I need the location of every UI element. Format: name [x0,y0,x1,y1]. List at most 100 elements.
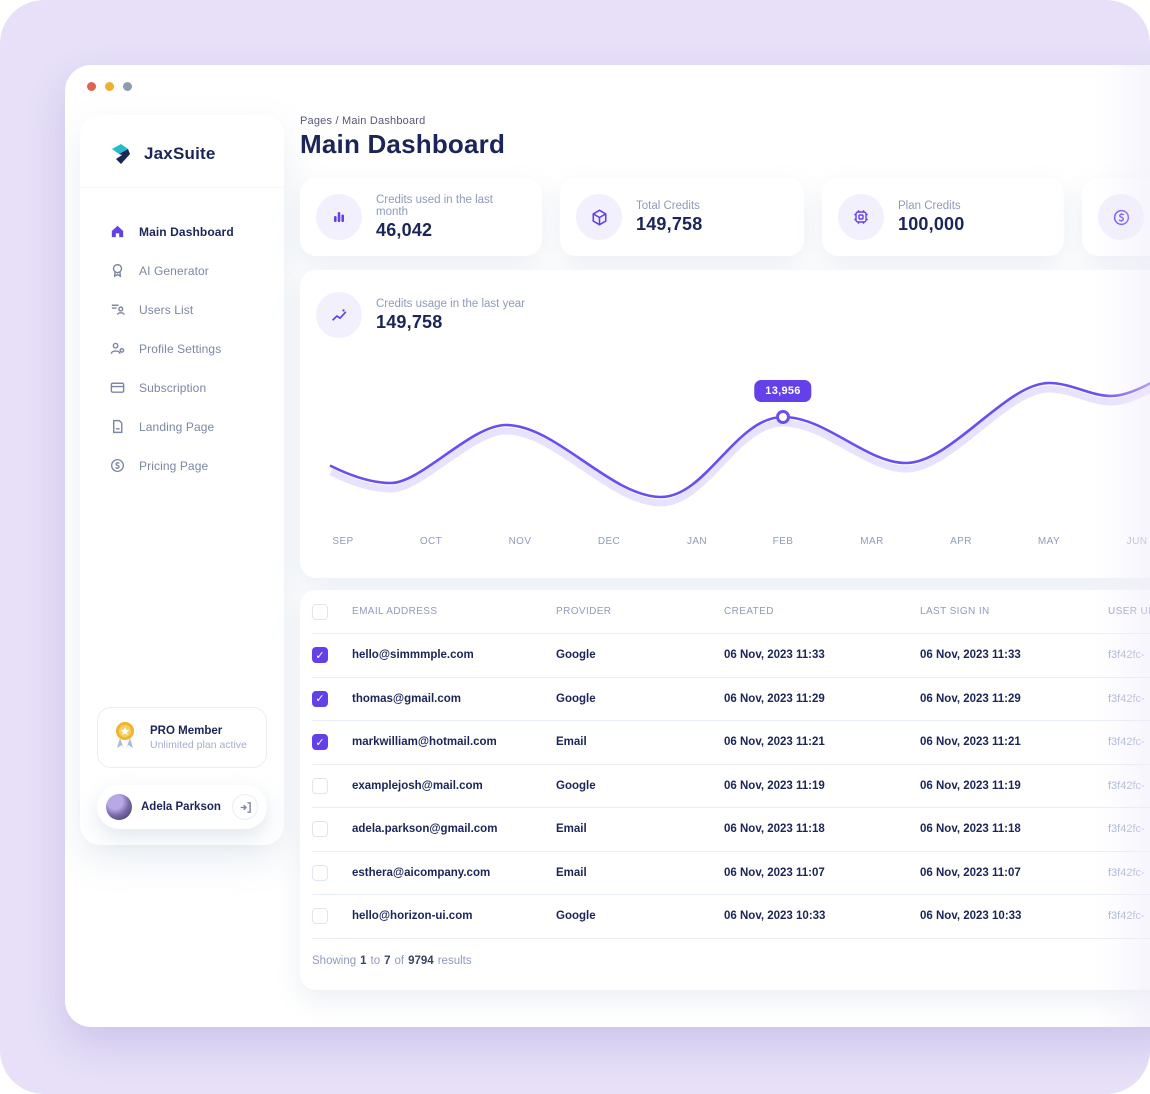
row-checkbox[interactable] [312,864,328,881]
sidebar-item-main-dashboard[interactable]: Main Dashboard [108,212,284,251]
cube-icon [576,194,622,240]
column-header-email[interactable]: EMAIL ADDRESS [352,606,438,617]
logout-button[interactable] [232,794,258,820]
sidebar-item-users-list[interactable]: Users List [108,290,284,329]
sidebar-nav: Main Dashboard AI Generator Users List [80,188,284,485]
cell-last-sign-in: 06 Nov, 2023 11:18 [920,823,1021,836]
x-tick: NOV [508,536,532,547]
cell-last-sign-in: 06 Nov, 2023 11:33 [920,649,1021,662]
cell-email: hello@simmmple.com [352,649,474,662]
select-all-checkbox[interactable] [312,603,328,620]
table-row[interactable]: ✓ hello@simmmple.com Google 06 Nov, 2023… [312,634,1150,678]
cell-email: adela.parkson@gmail.com [352,823,498,836]
sidebar-item-label: Main Dashboard [139,224,234,239]
column-header-provider[interactable]: PROVIDER [556,606,612,617]
stat-label: Plan Credits [898,199,961,212]
table-row[interactable]: esthera@aicompany.com Email 06 Nov, 2023… [312,852,1150,895]
window-maximize-icon[interactable] [123,82,132,91]
column-header-user-uid[interactable]: USER UID [1108,606,1150,617]
users-list-icon [108,301,126,319]
line-chart[interactable]: 13,956 [316,340,1150,530]
row-checkbox[interactable] [312,821,328,838]
sidebar-item-subscription[interactable]: Subscription [108,368,284,407]
cell-provider: Google [556,692,596,705]
jaxsuite-logo-icon [108,141,134,167]
cell-user-uid: f3f42fc- [1108,866,1145,879]
x-axis-labels: SEP OCT NOV DEC JAN FEB MAR APR MAY JUN [316,532,1150,554]
row-checkbox[interactable]: ✓ [312,734,328,751]
cell-last-sign-in: 06 Nov, 2023 11:21 [920,736,1021,749]
cell-email: thomas@gmail.com [352,692,461,705]
window-minimize-icon[interactable] [105,82,114,91]
cell-provider: Google [556,779,596,792]
app-title: JaxSuite [144,144,216,163]
sidebar-item-profile-settings[interactable]: Profile Settings [108,329,284,368]
cell-provider: Email [556,866,587,879]
stat-value: 46,042 [376,219,433,240]
sidebar-item-pricing-page[interactable]: Pricing Page [108,446,284,485]
pro-member-text: PRO Member Unlimited plan active [150,725,247,751]
x-tick: JUN [1126,536,1148,547]
user-menu[interactable]: Adela Parkson [97,785,267,829]
stat-card-credits-used: Credits used in the last month 46,042 [300,178,542,256]
table-row[interactable]: adela.parkson@gmail.com Email 06 Nov, 20… [312,808,1150,852]
cell-provider: Google [556,910,596,923]
x-tick: MAR [860,536,884,547]
profile-gear-icon [108,340,126,358]
row-checkbox[interactable]: ✓ [312,690,328,707]
cell-last-sign-in: 06 Nov, 2023 11:19 [920,779,1021,792]
cell-email: hello@horizon-ui.com [352,910,473,923]
summary-text: to [370,954,381,967]
cell-user-uid: f3f42fc- [1108,779,1145,792]
stat-card-plan-credits: Plan Credits 100,000 [822,178,1064,256]
stat-label: Credits used in the last month [376,193,493,218]
table-row[interactable]: ✓ markwilliam@hotmail.com Email 06 Nov, … [312,721,1150,765]
column-header-created[interactable]: CREATED [724,606,774,617]
home-icon [108,223,126,241]
cell-user-uid: f3f42fc- [1108,823,1145,836]
summary-total: 9794 [408,954,434,967]
chart-value: 149,758 [376,311,443,332]
summary-text: Showing [312,954,357,967]
row-checkbox[interactable] [312,777,328,794]
cell-last-sign-in: 06 Nov, 2023 11:07 [920,866,1021,879]
app-window: JaxSuite Main Dashboard AI Generator [65,65,1150,1027]
row-checkbox[interactable] [312,908,328,925]
sidebar-item-ai-generator[interactable]: AI Generator [108,251,284,290]
main-content: Pages / Main Dashboard Main Dashboard Cr… [300,115,1150,1027]
cell-email: examplejosh@mail.com [352,779,483,792]
dollar-circle-icon [108,457,126,475]
cell-last-sign-in: 06 Nov, 2023 10:33 [920,910,1022,923]
chart-tooltip: 13,956 [754,380,812,402]
cell-last-sign-in: 06 Nov, 2023 11:29 [920,692,1021,705]
stat-text: Total Credits 149,758 [636,200,702,235]
x-tick: FEB [772,536,794,547]
sidebar-item-landing-page[interactable]: Landing Page [108,407,284,446]
cell-user-uid: f3f42fc- [1108,649,1145,662]
pro-member-card: PRO Member Unlimited plan active [97,707,267,768]
table-row[interactable]: hello@horizon-ui.com Google 06 Nov, 2023… [312,895,1150,939]
table-row[interactable]: examplejosh@mail.com Google 06 Nov, 2023… [312,765,1150,808]
bar-chart-icon [316,194,362,240]
chart-header: Credits usage in the last year 149,758 [316,292,1150,338]
stat-value: 149,758 [636,213,703,234]
window-close-icon[interactable] [87,82,96,91]
cell-created: 06 Nov, 2023 11:07 [724,866,825,879]
summary-text: of [394,954,405,967]
cell-provider: Email [556,823,587,836]
cell-email: markwilliam@hotmail.com [352,736,497,749]
credits-usage-chart-card: Credits usage in the last year 149,758 1… [300,270,1150,578]
column-header-last-sign-in[interactable]: LAST SIGN IN [920,606,990,617]
chip-icon [838,194,884,240]
table-results-summary: Showing 1 to 7 of 9794 results [312,939,1150,983]
dollar-circle-icon [1098,194,1144,240]
cell-user-uid: f3f42fc- [1108,692,1145,705]
table-row[interactable]: ✓ thomas@gmail.com Google 06 Nov, 2023 1… [312,678,1150,721]
cell-provider: Email [556,736,587,749]
x-tick: SEP [332,536,354,547]
document-icon [108,418,126,436]
x-tick: JAN [686,536,708,547]
row-checkbox[interactable]: ✓ [312,647,328,664]
pro-member-subtitle: Unlimited plan active [150,738,247,751]
